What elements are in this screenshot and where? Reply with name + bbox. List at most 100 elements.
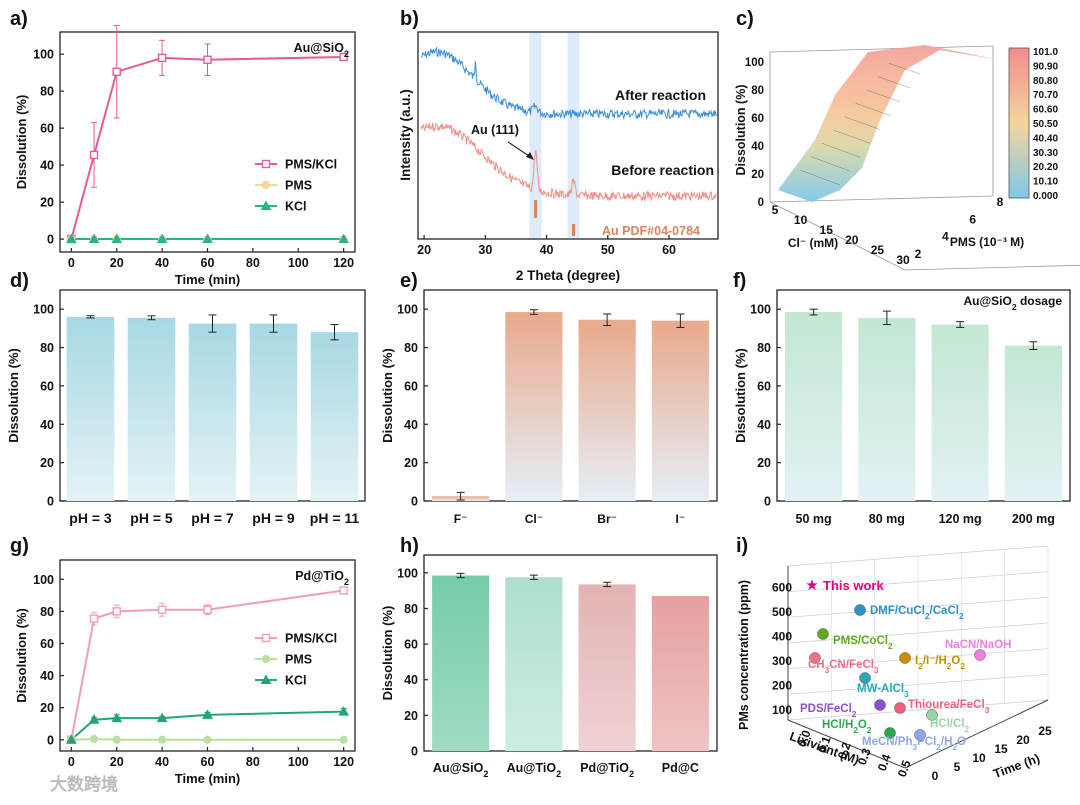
data-point [158,735,167,744]
x-tick-label: 0.2 [835,740,854,761]
panel-label: h) [400,535,419,557]
panel-label: d) [10,270,29,292]
data-point [261,180,271,190]
z-tick-label: 20 [751,169,764,181]
data-point [112,607,121,616]
y-tick-label: 100 [33,48,54,62]
x-axis-title: Time (min) [175,272,241,287]
data-point [202,709,213,719]
x-tick-label: 15 [820,223,834,237]
data-point [89,614,99,623]
axis-box-line [769,45,994,53]
panel-label: e) [400,270,418,292]
series-label: Before reaction [611,162,714,178]
x-tick-label: 40 [155,256,169,270]
y-tick-label: 60 [40,122,54,136]
x-tick-label: 120 [333,755,354,769]
x-tick-label: 100 [288,256,309,270]
panel-label: g) [10,535,29,557]
colorbar-label: 10.10 [1033,177,1058,188]
category-label: Cl⁻ [525,512,543,526]
category-label: 120 mg [939,512,982,526]
data-point [339,52,348,62]
series-label: After reaction [615,87,706,103]
x-tick-label: 60 [662,243,676,257]
axis-box-line [769,195,994,203]
contour-line [866,89,901,102]
y-tick-label: 40 [40,669,54,683]
y-tick-label: 20 [1016,733,1030,747]
data-point [338,233,350,244]
x-tick-label: 0.5 [895,758,914,779]
inset-title: Au@SiO2 dosage [963,294,1062,312]
scatter-point [899,652,911,664]
y-tick-label: 80 [40,605,54,619]
category-label: Pd@C [662,761,699,775]
contour-line [877,76,911,89]
bar [858,317,916,501]
point-label: HCl/Cl2 [930,718,970,734]
y-tick-label: 0 [411,495,418,509]
data-point [203,735,212,744]
series-line [70,589,344,740]
scatter-point [926,709,938,721]
y-tick-label: 100 [397,303,418,317]
y-tick-label: 20 [40,196,54,210]
z-tick-label: 200 [772,679,792,693]
x-tick-label: 40 [540,243,554,257]
bar [931,324,989,501]
data-point [203,55,212,64]
bar [127,317,176,501]
y-tick-label: 100 [33,573,54,587]
bar [188,323,237,501]
panel-label: f) [733,270,746,292]
data-point [339,735,348,744]
category-label: pH = 7 [191,510,234,526]
y-tick-label: 0 [411,745,418,759]
y-tick-label: 40 [404,418,418,432]
point-label: HCl/H2O2 [822,719,872,735]
point-label: MW-AlCl3 [857,683,909,699]
contour-line [822,143,861,158]
data-point [203,605,212,614]
colorbar-label: 30.30 [1033,148,1058,159]
x-tick-label: 20 [845,233,859,247]
y-tick-label: 4 [942,230,949,244]
y-tick-label: 40 [404,673,418,687]
point-label: NaCN/NaOH [945,639,1011,651]
contour-line [811,156,851,172]
y-tick-label: 20 [757,456,771,470]
y-tick-label: 60 [40,637,54,651]
z-tick-label: 600 [772,581,792,595]
series-line [70,55,344,240]
point-label: PMS/CoCl2 [833,635,893,651]
z-tick-label: 400 [772,630,792,644]
scatter-point [914,729,926,741]
z-tick-label: 100 [772,703,792,717]
z-axis-title: Dissolution (%) [734,85,748,176]
x-tick-label: 0 [68,755,75,769]
data-point [88,233,100,244]
data-point [261,654,271,664]
x-tick-label: 80 [246,755,260,769]
data-point [111,712,123,723]
z-tick-label: 100 [745,57,764,69]
y-tick-label: 0 [47,495,54,509]
data-point [260,200,272,210]
contour-line [888,63,921,75]
z-axis-title: PMs concentration (ppm) [737,580,751,730]
legend-label: PMS [285,653,312,667]
category-label: 200 mg [1012,512,1055,526]
inset-title: Pd@TiO2 [295,569,349,587]
data-point [157,605,167,614]
colorbar-label: 80.80 [1033,76,1058,87]
z-tick-label: 80 [751,85,764,97]
point-label: I2/I⁻/H2O2 [915,655,965,671]
category-label: I⁻ [676,512,686,526]
category-label: pH = 9 [252,510,295,526]
data-point [156,233,168,244]
x-tick-label: 0.1 [815,734,834,755]
category-label: pH = 11 [310,510,360,526]
reference-label: Au PDF#04-0784 [602,224,700,238]
y-tick-label: 80 [40,341,54,355]
